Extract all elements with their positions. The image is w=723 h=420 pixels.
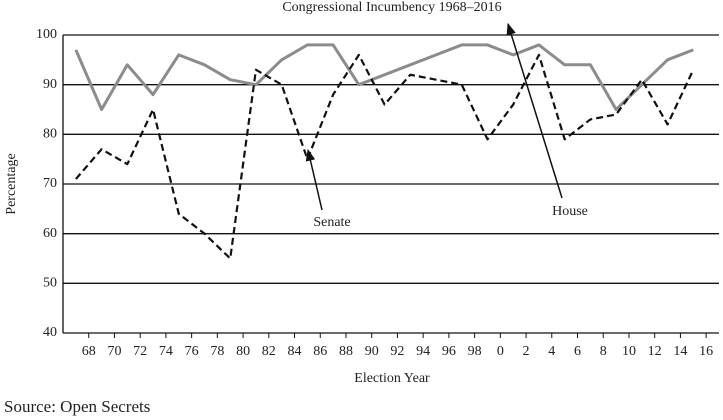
y-tick-label: 40 [43,325,57,340]
annotation-arrow [506,22,563,199]
x-tick-label: 96 [442,344,456,359]
x-tick-label: 16 [699,344,713,359]
x-tick-label: 82 [262,344,276,359]
x-tick-label: 70 [107,344,121,359]
annotation: Senate [313,215,350,230]
series-line [75,53,695,260]
x-tick-label: 88 [339,344,353,359]
x-tick-label: 8 [600,344,607,359]
y-tick-label: 90 [43,77,57,92]
y-tick-label: 80 [43,127,57,142]
series-line [74,43,694,111]
x-tick-label: 78 [210,344,224,359]
x-tick-label: 72 [133,344,147,359]
x-tick-label: 14 [673,344,687,359]
x-tick-label: 4 [548,344,555,359]
x-tick-label: 68 [82,344,96,359]
x-tick-label: 76 [185,344,199,359]
x-tick-label: 98 [468,344,482,359]
y-axis-label: Percentage [4,153,19,214]
x-tick-label: 2 [523,344,530,359]
x-tick-label: 92 [390,344,404,359]
x-tick-label: 94 [416,344,430,359]
x-tick-label: 80 [236,344,250,359]
x-axis-label: Election Year [354,371,430,386]
annotation-arrow [305,148,323,211]
x-tick-label: 12 [648,344,662,359]
annotation: House [552,204,588,219]
y-tick-label: 70 [43,176,57,191]
y-tick-label: 60 [43,226,57,241]
y-tick-label: 100 [36,27,57,42]
x-tick-label: 84 [288,344,302,359]
x-tick-label: 0 [497,344,504,359]
x-tick-label: 86 [313,344,327,359]
x-tick-label: 6 [574,344,581,359]
x-tick-label: 74 [159,344,173,359]
x-tick-label: 90 [365,344,379,359]
x-tick-label: 10 [622,344,636,359]
source-note: Source: Open Secrets [4,397,150,416]
y-tick-label: 50 [43,276,57,291]
chart-title: Congressional Incumbency 1968–2016 [282,0,501,15]
